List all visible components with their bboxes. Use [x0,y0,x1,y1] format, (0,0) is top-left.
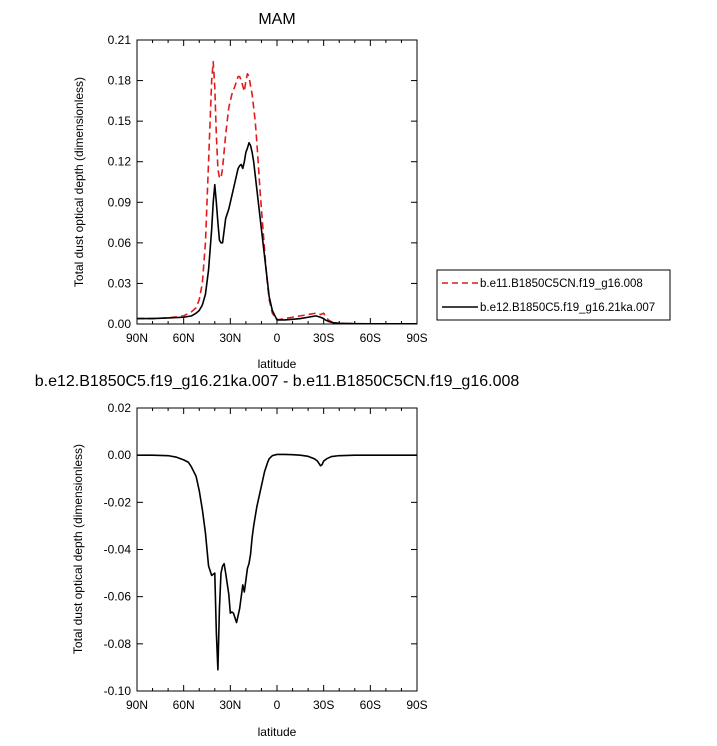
top-panel: MAM 0.00 0.03 0.06 0.09 0.12 0.15 0.18 0.21 90N… [72,11,671,371]
top-series-line-1 [137,141,417,324]
bottom-x-tick-label: 0 [274,698,281,712]
top-x-tick-label: 0 [274,331,281,345]
bottom-series-line-0 [137,453,417,671]
top-series-layer [137,60,417,324]
top-x-axis-label: latitude [258,357,297,371]
top-y-tick-label: 0.06 [108,236,132,250]
bottom-x-tick-label: 30S [313,698,334,712]
bottom-plot-frame [136,407,418,692]
bottom-y-tick-label: -0.04 [104,543,132,557]
legend-label-0: b.e11.B1850C5CN.f19_g16.008 [480,278,643,290]
legend-box [436,269,671,321]
bottom-y-ticks: 0.02 0.00 -0.02 -0.04 -0.06 -0.08 -0.10 [104,401,417,698]
top-x-tick-label: 90N [126,331,148,345]
bottom-x-tick-label: 90S [406,698,427,712]
top-y-tick-label: 0.03 [108,276,132,290]
bottom-y-tick-label: -0.08 [104,637,132,651]
legend-label-1: b.e12.B1850C5.f19_g16.21ka.007 [480,302,655,314]
top-x-tick-label: 90S [406,331,427,345]
top-chart-title: MAM [258,11,295,28]
legend: b.e11.B1850C5CN.f19_g16.008 b.e12.B1850C… [436,269,671,321]
top-y-tick-label: 0.12 [108,155,132,169]
bottom-series-layer [137,453,417,671]
bottom-y-axis-label: Total dust optical depth (dimensionless) [71,444,85,654]
bottom-x-ticks: 90N 60N 30N 0 30S 60S 90S [126,408,428,712]
top-y-tick-label: 0.21 [108,33,132,47]
bottom-x-tick-label: 90N [126,698,148,712]
top-y-tick-label: 0.09 [108,195,132,209]
bottom-x-tick-label: 60S [360,698,381,712]
bottom-chart-title: b.e12.B1850C5.f19_g16.21ka.007 - b.e11.B… [35,373,520,390]
top-plot-frame [136,39,418,325]
top-series-line-0 [137,60,417,324]
bottom-y-tick-label: 0.02 [108,401,132,415]
bottom-y-tick-label: -0.06 [104,590,132,604]
bottom-y-tick-label: -0.10 [104,684,132,698]
bottom-panel: b.e12.B1850C5.f19_g16.21ka.007 - b.e11.B… [35,373,520,739]
top-x-tick-label: 60N [173,331,195,345]
bottom-y-tick-label: -0.02 [104,495,132,509]
bottom-x-axis-label: latitude [258,725,297,739]
top-x-ticks: 90N 60N 30N 0 30S 60S 90S [126,40,428,345]
bottom-y-tick-label: 0.00 [108,448,132,462]
top-x-tick-label: 30S [313,331,334,345]
top-x-tick-label: 60S [360,331,381,345]
top-y-axis-label: Total dust optical depth (dimensionless) [72,77,86,287]
top-y-tick-label: 0.00 [108,317,132,331]
bottom-x-tick-label: 60N [173,698,195,712]
top-x-tick-label: 30N [219,331,241,345]
bottom-x-tick-label: 30N [219,698,241,712]
top-y-tick-label: 0.15 [108,114,132,128]
top-y-tick-label: 0.18 [108,74,132,88]
top-y-ticks: 0.00 0.03 0.06 0.09 0.12 0.15 0.18 0.21 [108,33,417,331]
